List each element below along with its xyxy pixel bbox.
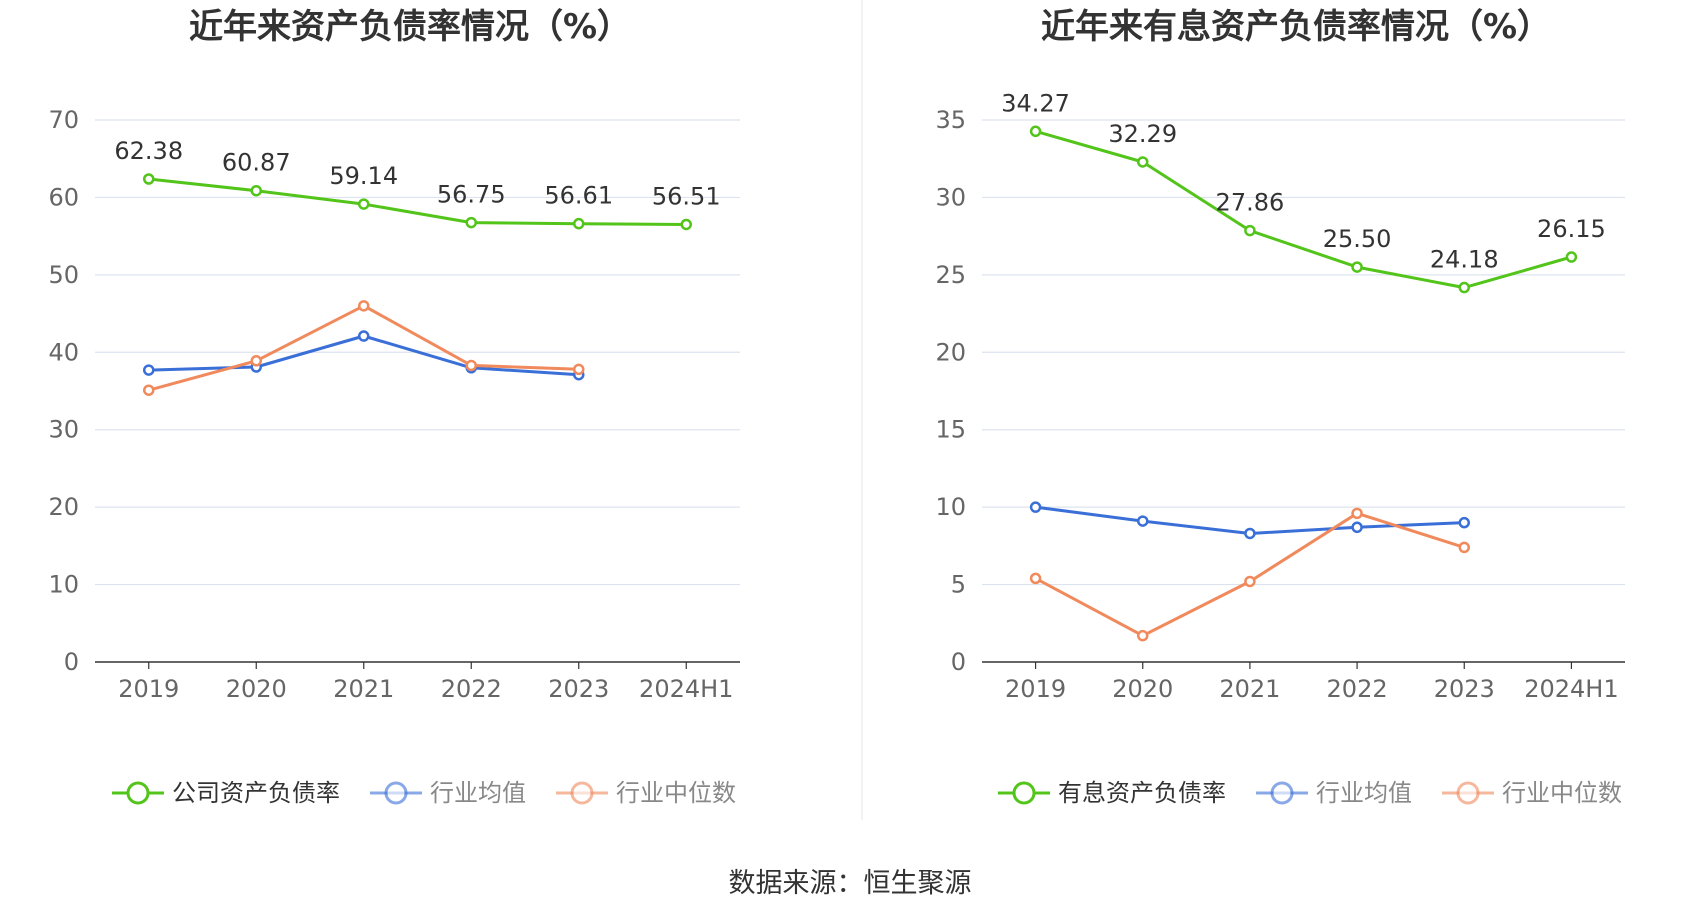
x-tick-label: 2020 [226, 675, 287, 703]
x-tick-label: 2021 [333, 675, 394, 703]
data-point [1244, 224, 1256, 237]
y-tick-label: 30 [48, 416, 79, 444]
y-tick-label: 30 [935, 183, 966, 211]
y-tick-label: 5 [951, 571, 966, 599]
series-line [148, 334, 579, 377]
data-point [1137, 515, 1149, 527]
y-tick-label: 40 [48, 338, 79, 366]
data-point [1029, 572, 1042, 585]
y-tick-label: 10 [935, 493, 966, 521]
series-line [148, 304, 579, 392]
legend-item[interactable]: 有息资产负债率 [998, 779, 1226, 807]
legend-label: 行业中位数 [1502, 779, 1622, 807]
data-point [358, 330, 370, 342]
y-tick-label: 50 [48, 261, 79, 289]
x-tick-label: 2019 [1005, 675, 1066, 703]
legend-label: 行业均值 [430, 779, 526, 807]
data-point [465, 359, 477, 372]
x-tick-label: 2024H1 [1524, 675, 1618, 703]
x-tick-label: 2019 [118, 675, 179, 703]
data-point [143, 173, 155, 185]
data-point [1244, 527, 1256, 540]
data-point [573, 363, 585, 376]
y-tick-label: 60 [48, 183, 79, 211]
data-point [1458, 516, 1470, 529]
chart-title: 近年来有息资产负债率情况（%） [1041, 7, 1551, 47]
data-label: 62.38 [114, 137, 183, 165]
legend-marker [1456, 781, 1480, 805]
data-label: 25.50 [1323, 225, 1392, 253]
legend-item[interactable]: 行业中位数 [556, 779, 736, 807]
data-label: 59.14 [329, 162, 398, 190]
legend-label: 有息资产负债率 [1058, 779, 1226, 807]
legend-label: 行业均值 [1316, 779, 1412, 807]
legend-item[interactable]: 公司资产负债率 [112, 779, 340, 807]
legend-marker [384, 781, 408, 805]
data-point [1565, 251, 1578, 263]
y-tick-label: 0 [64, 648, 79, 676]
data-label: 24.18 [1430, 246, 1499, 274]
data-point [680, 218, 692, 231]
y-tick-label: 25 [935, 261, 966, 289]
data-label: 56.61 [544, 182, 613, 210]
data-point [1351, 507, 1363, 520]
data-label: 27.86 [1216, 189, 1285, 217]
legend-marker [126, 781, 150, 805]
data-point [1351, 521, 1363, 534]
chart-debt-ratio: 近年来资产负债率情况（%） 0 10 20 30 40 50 60 70 2019 2020 2021… [48, 7, 740, 807]
data-label: 56.75 [437, 181, 506, 209]
data-point [358, 198, 370, 210]
y-tick-label: 0 [951, 648, 966, 676]
data-point [250, 184, 262, 197]
data-point [1351, 261, 1363, 273]
y-tick-label: 10 [48, 571, 79, 599]
chart-interest-bearing-debt-ratio: 近年来有息资产负债率情况（%） 0 5 10 15 20 25 30 35 2019 2020 202… [935, 7, 1625, 807]
y-tick-label: 20 [48, 493, 79, 521]
x-tick-label: 2020 [1112, 675, 1173, 703]
x-tick-label: 2022 [441, 675, 502, 703]
chart-title: 近年来资产负债率情况（%） [189, 7, 631, 47]
y-tick-label: 20 [935, 338, 966, 366]
data-point [250, 355, 262, 367]
data-point [358, 300, 370, 312]
data-point [143, 364, 155, 376]
x-tick-label: 2022 [1327, 675, 1388, 703]
x-tick-label: 2023 [1434, 675, 1495, 703]
x-tick-label: 2021 [1219, 675, 1280, 703]
data-point [1137, 156, 1149, 168]
y-tick-label: 70 [48, 106, 79, 134]
x-tick-label: 2024H1 [639, 675, 733, 703]
legend-marker [570, 781, 594, 805]
y-tick-label: 35 [935, 106, 966, 134]
y-tick-label: 15 [935, 416, 966, 444]
data-label: 56.51 [652, 182, 721, 210]
x-tick-label: 2023 [548, 675, 609, 703]
data-label: 32.29 [1108, 120, 1177, 148]
legend-item[interactable]: 行业中位数 [1442, 779, 1622, 807]
legend-item[interactable]: 行业均值 [1256, 779, 1412, 807]
data-point [1458, 541, 1470, 554]
legend-marker [1270, 781, 1294, 805]
data-point [1029, 501, 1042, 513]
data-point [1137, 629, 1149, 642]
series-line [148, 177, 687, 226]
data-point [465, 216, 477, 229]
data-point [573, 217, 585, 230]
data-source: 数据来源：恒生聚源 [729, 868, 972, 899]
legend-label: 公司资产负债率 [172, 779, 340, 807]
legend-label: 行业中位数 [616, 779, 736, 807]
series-line [1035, 129, 1572, 290]
data-label: 60.87 [222, 149, 291, 177]
data-point [1029, 125, 1042, 138]
legend-item[interactable]: 行业均值 [370, 779, 526, 807]
legend-marker [1012, 781, 1036, 805]
data-point [1458, 281, 1470, 294]
data-point [1244, 575, 1256, 588]
data-point [143, 384, 155, 396]
data-label: 26.15 [1537, 215, 1606, 243]
data-label: 34.27 [1001, 89, 1070, 117]
